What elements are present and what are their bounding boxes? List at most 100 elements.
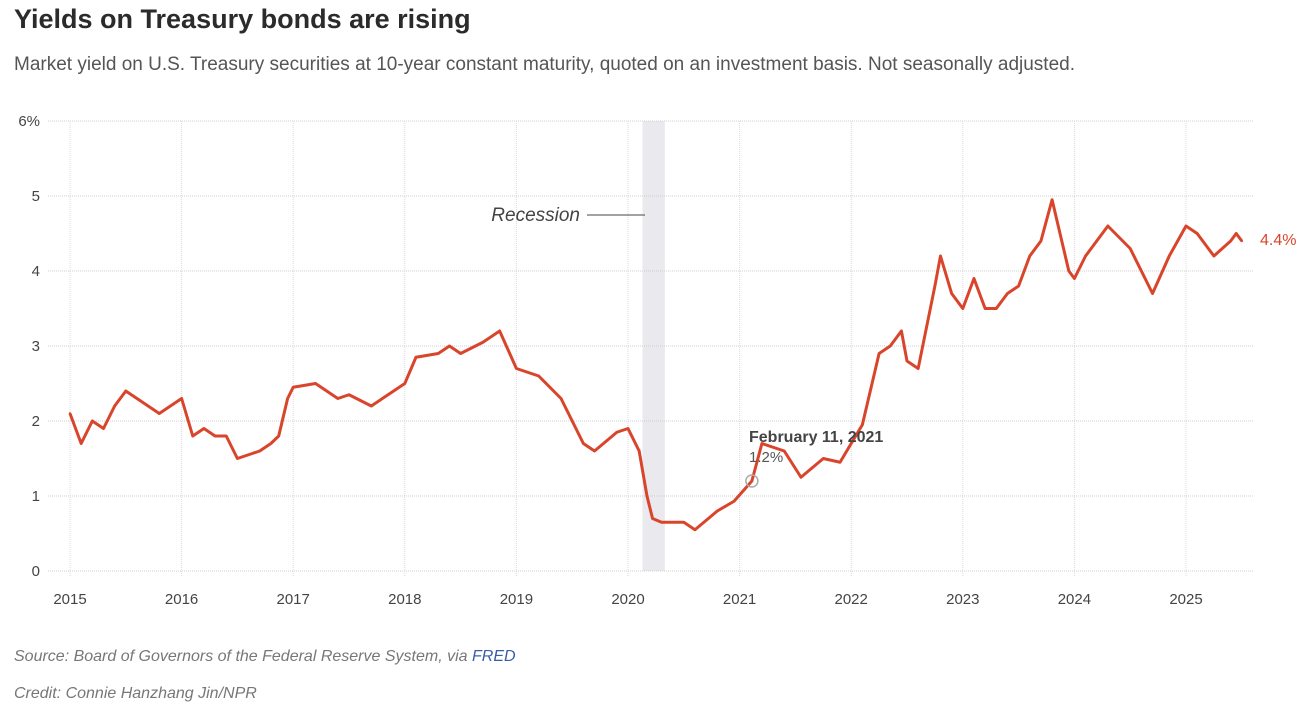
- data-point: [1235, 232, 1238, 235]
- data-point: [877, 352, 881, 355]
- y-tick-label: 5: [32, 188, 40, 205]
- x-tick-label: 2024: [1058, 591, 1091, 608]
- x-tick-label: 2019: [500, 591, 533, 608]
- line-chart: 0 1 2 3 4 5 6% 2015 2016 2017 2018 2019 2020 2021 2022…: [18, 113, 1296, 608]
- data-point: [889, 344, 892, 348]
- data-point: [626, 427, 630, 430]
- data-point: [1039, 239, 1043, 243]
- data-point: [905, 359, 909, 363]
- source-note: Source: Board of Governors of the Federa…: [14, 648, 516, 666]
- x-tick-label: 2021: [723, 591, 756, 608]
- data-point: [972, 277, 976, 280]
- x-tick-label: 2020: [611, 591, 644, 608]
- x-tick-label: 2017: [277, 591, 310, 608]
- data-point: [933, 284, 937, 288]
- data-point: [732, 500, 736, 503]
- data-point: [146, 404, 150, 408]
- data-point: [1168, 254, 1171, 258]
- data-point: [74, 427, 77, 430]
- data-point: [498, 329, 501, 333]
- data-point: [336, 397, 340, 400]
- data-point: [645, 494, 649, 498]
- annotation-date: February 11, 2021: [749, 429, 883, 446]
- data-point: [286, 397, 289, 400]
- x-tick-label: 2016: [165, 591, 198, 608]
- data-point: [939, 254, 942, 258]
- data-point: [682, 521, 685, 524]
- credit-note: Credit: Connie Hanzhang Jin/NPR: [14, 685, 257, 702]
- data-point: [1050, 198, 1054, 201]
- data-point: [660, 521, 663, 524]
- y-tick-label: 3: [32, 338, 40, 355]
- data-point: [269, 442, 273, 445]
- data-point: [236, 457, 239, 460]
- data-point: [1212, 254, 1216, 258]
- data-point: [292, 386, 295, 389]
- data-point: [1195, 232, 1199, 235]
- fred-link[interactable]: FRED: [471, 648, 516, 665]
- x-tick-label: 2023: [946, 591, 979, 608]
- data-point: [79, 442, 83, 445]
- x-tick-label: 2025: [1169, 591, 1202, 608]
- y-tick-label: 6%: [18, 113, 40, 130]
- data-point: [347, 393, 351, 396]
- data-point: [225, 434, 228, 438]
- data-point: [515, 367, 518, 370]
- data-point: [615, 431, 619, 434]
- data-point: [113, 404, 116, 408]
- data-point: [102, 427, 105, 430]
- data-point: [1140, 269, 1143, 273]
- data-point: [1240, 239, 1244, 243]
- data-point: [559, 397, 563, 400]
- data-point: [750, 479, 754, 483]
- data-point: [760, 442, 764, 445]
- recession-band: [642, 121, 665, 571]
- data-point: [1151, 292, 1154, 295]
- data-point: [983, 307, 987, 310]
- source-text: Source: Board of Governors of the Federa…: [14, 648, 472, 665]
- y-tick-label: 4: [32, 263, 40, 280]
- data-point: [403, 382, 406, 385]
- data-point: [1028, 254, 1031, 258]
- data-point: [258, 449, 261, 453]
- data-point: [459, 352, 462, 355]
- annotation-value: 1.2%: [749, 449, 783, 466]
- chart-subtitle: Market yield on U.S. Treasury securities…: [14, 54, 1076, 75]
- data-point: [838, 461, 842, 464]
- data-point: [861, 423, 864, 426]
- data-point: [950, 292, 953, 295]
- data-point: [277, 434, 280, 438]
- data-point: [202, 427, 206, 430]
- data-point: [593, 449, 596, 453]
- data-point: [1229, 239, 1232, 243]
- y-tick-label: 2: [32, 413, 40, 430]
- data-point: [961, 307, 964, 310]
- data-point: [822, 457, 825, 460]
- data-point: [582, 442, 585, 445]
- data-point: [1006, 292, 1009, 295]
- annotation-marker: [745, 474, 759, 488]
- data-point: [370, 404, 373, 408]
- x-tick-label: 2022: [835, 591, 868, 608]
- data-point: [180, 397, 183, 400]
- data-point: [537, 374, 540, 378]
- data-point: [1084, 254, 1087, 258]
- data-point: [314, 382, 317, 385]
- data-point: [124, 389, 128, 393]
- data-point: [247, 453, 250, 456]
- x-tick-label: 2015: [53, 591, 86, 608]
- data-point: [414, 356, 418, 359]
- data-point: [693, 528, 697, 531]
- data-point: [1073, 277, 1076, 280]
- end-value-label: 4.4%: [1260, 232, 1296, 249]
- data-point: [1106, 224, 1110, 228]
- data-point: [916, 367, 920, 370]
- data-point: [783, 449, 786, 453]
- data-point: [68, 412, 72, 415]
- data-point: [213, 434, 217, 438]
- data-point: [799, 476, 803, 479]
- data-point: [1067, 269, 1071, 273]
- data-point: [716, 509, 719, 513]
- data-point: [1184, 224, 1188, 228]
- data-point: [637, 449, 641, 453]
